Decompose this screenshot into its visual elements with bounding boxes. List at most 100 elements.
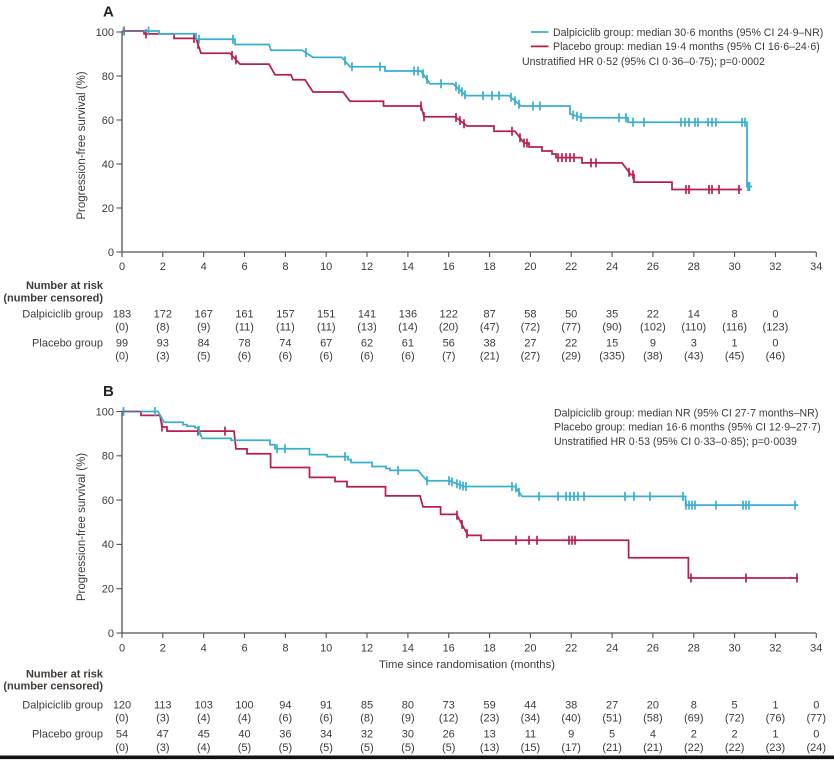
svg-text:(3): (3) bbox=[156, 742, 169, 754]
svg-text:60: 60 bbox=[102, 495, 114, 507]
svg-text:80: 80 bbox=[402, 700, 414, 712]
svg-text:(77): (77) bbox=[561, 322, 581, 334]
svg-text:0: 0 bbox=[119, 261, 125, 273]
svg-text:Placebo group: Placebo group bbox=[32, 338, 103, 350]
svg-text:(6): (6) bbox=[401, 351, 414, 363]
svg-text:(0): (0) bbox=[115, 713, 128, 725]
svg-text:56: 56 bbox=[443, 338, 455, 350]
svg-text:Unstratified HR 0·53 (95% CI 0: Unstratified HR 0·53 (95% CI 0·33–0·85);… bbox=[554, 436, 797, 448]
svg-text:(123): (123) bbox=[763, 322, 789, 334]
svg-text:34: 34 bbox=[320, 729, 332, 741]
svg-text:20: 20 bbox=[524, 643, 536, 655]
svg-text:(34): (34) bbox=[521, 713, 541, 725]
svg-text:(3): (3) bbox=[156, 713, 169, 725]
svg-text:(51): (51) bbox=[602, 713, 622, 725]
svg-text:35: 35 bbox=[606, 309, 618, 321]
svg-text:87: 87 bbox=[483, 309, 495, 321]
svg-text:(0): (0) bbox=[115, 742, 128, 754]
svg-text:(72): (72) bbox=[725, 713, 745, 725]
svg-text:8: 8 bbox=[282, 643, 288, 655]
svg-text:(4): (4) bbox=[197, 742, 210, 754]
svg-text:(22): (22) bbox=[684, 742, 704, 754]
svg-text:8: 8 bbox=[691, 700, 697, 712]
svg-text:172: 172 bbox=[154, 309, 172, 321]
svg-text:A: A bbox=[103, 4, 114, 21]
svg-text:(110): (110) bbox=[681, 322, 706, 334]
svg-text:(21): (21) bbox=[480, 351, 500, 363]
svg-text:(6): (6) bbox=[319, 713, 332, 725]
svg-text:(6): (6) bbox=[238, 351, 251, 363]
svg-text:12: 12 bbox=[361, 261, 373, 273]
svg-text:(6): (6) bbox=[279, 713, 292, 725]
svg-text:100: 100 bbox=[235, 700, 253, 712]
svg-text:(38): (38) bbox=[643, 351, 663, 363]
svg-text:Progression-free survival (%): Progression-free survival (%) bbox=[76, 71, 88, 219]
svg-text:161: 161 bbox=[235, 309, 253, 321]
svg-text:26: 26 bbox=[647, 643, 659, 655]
svg-text:(number censored): (number censored) bbox=[3, 681, 103, 693]
svg-text:(7): (7) bbox=[442, 351, 455, 363]
svg-text:32: 32 bbox=[769, 261, 781, 273]
svg-text:(58): (58) bbox=[643, 713, 663, 725]
svg-text:(5): (5) bbox=[197, 351, 210, 363]
svg-text:18: 18 bbox=[483, 643, 495, 655]
svg-text:(116): (116) bbox=[722, 322, 747, 334]
svg-text:73: 73 bbox=[443, 700, 455, 712]
svg-text:24: 24 bbox=[606, 261, 618, 273]
svg-text:Number at risk: Number at risk bbox=[26, 280, 104, 292]
svg-text:58: 58 bbox=[524, 309, 536, 321]
svg-text:(29): (29) bbox=[561, 351, 581, 363]
svg-text:(90): (90) bbox=[602, 322, 622, 334]
svg-text:34: 34 bbox=[810, 643, 822, 655]
svg-text:(5): (5) bbox=[238, 742, 251, 754]
svg-text:10: 10 bbox=[320, 261, 332, 273]
svg-text:(8): (8) bbox=[156, 322, 169, 334]
svg-text:(335): (335) bbox=[599, 351, 625, 363]
svg-text:28: 28 bbox=[688, 643, 700, 655]
svg-text:80: 80 bbox=[102, 451, 114, 463]
svg-text:27: 27 bbox=[524, 338, 536, 350]
svg-text:14: 14 bbox=[402, 643, 414, 655]
svg-text:(72): (72) bbox=[521, 322, 541, 334]
svg-text:Time since randomisation (mont: Time since randomisation (months) bbox=[379, 659, 555, 671]
svg-text:(11): (11) bbox=[235, 322, 254, 334]
svg-text:10: 10 bbox=[320, 643, 332, 655]
svg-text:1: 1 bbox=[772, 729, 778, 741]
svg-text:32: 32 bbox=[769, 643, 781, 655]
svg-text:(15): (15) bbox=[521, 742, 541, 754]
svg-text:0: 0 bbox=[108, 628, 114, 640]
svg-text:1: 1 bbox=[772, 700, 778, 712]
svg-text:24: 24 bbox=[606, 643, 618, 655]
svg-text:0: 0 bbox=[108, 247, 114, 259]
svg-text:40: 40 bbox=[238, 729, 250, 741]
svg-text:4: 4 bbox=[201, 643, 207, 655]
svg-text:167: 167 bbox=[195, 309, 213, 321]
svg-text:38: 38 bbox=[483, 338, 495, 350]
svg-text:(21): (21) bbox=[643, 742, 663, 754]
svg-text:5: 5 bbox=[732, 700, 738, 712]
svg-text:122: 122 bbox=[440, 309, 458, 321]
svg-text:36: 36 bbox=[279, 729, 291, 741]
svg-text:(6): (6) bbox=[279, 351, 292, 363]
svg-text:Progression-free survival (%): Progression-free survival (%) bbox=[76, 453, 88, 601]
svg-text:(5): (5) bbox=[279, 742, 292, 754]
svg-text:(77): (77) bbox=[807, 713, 827, 725]
svg-text:32: 32 bbox=[361, 729, 373, 741]
svg-text:(17): (17) bbox=[561, 742, 581, 754]
svg-text:(23): (23) bbox=[480, 713, 500, 725]
svg-text:59: 59 bbox=[483, 700, 495, 712]
svg-text:100: 100 bbox=[96, 406, 114, 418]
svg-text:157: 157 bbox=[276, 309, 294, 321]
svg-text:54: 54 bbox=[116, 729, 128, 741]
svg-text:(6): (6) bbox=[360, 351, 373, 363]
svg-text:8: 8 bbox=[732, 309, 738, 321]
svg-text:(11): (11) bbox=[317, 322, 336, 334]
svg-text:183: 183 bbox=[113, 309, 131, 321]
svg-text:6: 6 bbox=[241, 643, 247, 655]
svg-text:0: 0 bbox=[119, 643, 125, 655]
svg-text:151: 151 bbox=[317, 309, 335, 321]
svg-text:74: 74 bbox=[279, 338, 291, 350]
svg-text:136: 136 bbox=[399, 309, 417, 321]
svg-text:Placebo group: Placebo group bbox=[32, 729, 103, 741]
svg-text:38: 38 bbox=[565, 700, 577, 712]
